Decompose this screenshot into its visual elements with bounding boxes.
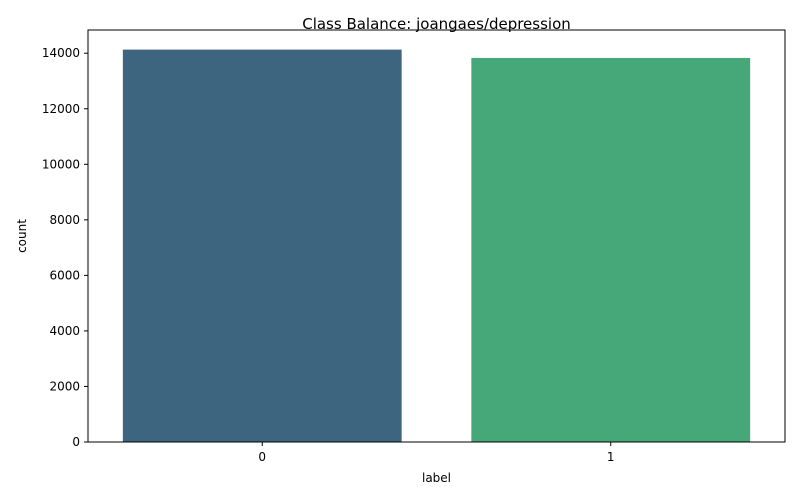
y-tick-label: 4000 <box>49 324 80 338</box>
y-axis-label: count <box>15 219 29 253</box>
bar-0 <box>122 49 402 442</box>
x-tick-label: 0 <box>258 450 266 464</box>
y-tick-label: 14000 <box>42 46 80 60</box>
plot-frame <box>87 29 786 443</box>
y-tick-label: 2000 <box>49 379 80 393</box>
y-tick-label: 0 <box>72 435 80 449</box>
x-tick-label: 1 <box>607 450 615 464</box>
y-tick-label: 8000 <box>49 213 80 227</box>
y-tick-label: 12000 <box>42 102 80 116</box>
chart-title: Class Balance: joangaes/depression <box>302 15 571 33</box>
y-tick-label: 10000 <box>42 157 80 171</box>
y-tick-label: 6000 <box>49 268 80 282</box>
x-axis-label: label <box>422 471 451 485</box>
bar-1 <box>471 57 751 442</box>
y-axis: 0 2000 4000 6000 8000 10000 12000 14000 <box>42 46 88 449</box>
bars-group <box>122 49 751 442</box>
